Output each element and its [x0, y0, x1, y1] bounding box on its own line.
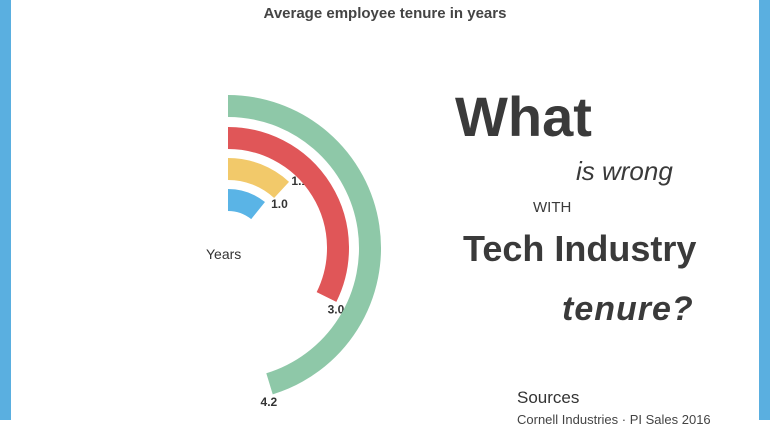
- radial-bar-4: [227, 95, 381, 395]
- value-label-3: 3.0: [328, 303, 345, 317]
- radial-bar-2: [227, 158, 290, 199]
- headline-with: WITH: [533, 199, 572, 216]
- headline-is-wrong: is wrong: [576, 156, 673, 186]
- chart-title: Average employee tenure in years: [263, 5, 507, 22]
- sources-label: Sources: [517, 388, 580, 407]
- headline-tech-industry: Tech Industry: [463, 228, 697, 269]
- value-label-1: 1.0: [271, 197, 288, 211]
- headline-tenure: tenure?: [562, 290, 694, 328]
- axis-label-years: Years: [206, 246, 241, 262]
- headline-what: What: [455, 85, 592, 148]
- radial-bar-1: [227, 189, 265, 220]
- radial-bar-3: [227, 127, 349, 302]
- value-label-4: 4.2: [261, 395, 278, 409]
